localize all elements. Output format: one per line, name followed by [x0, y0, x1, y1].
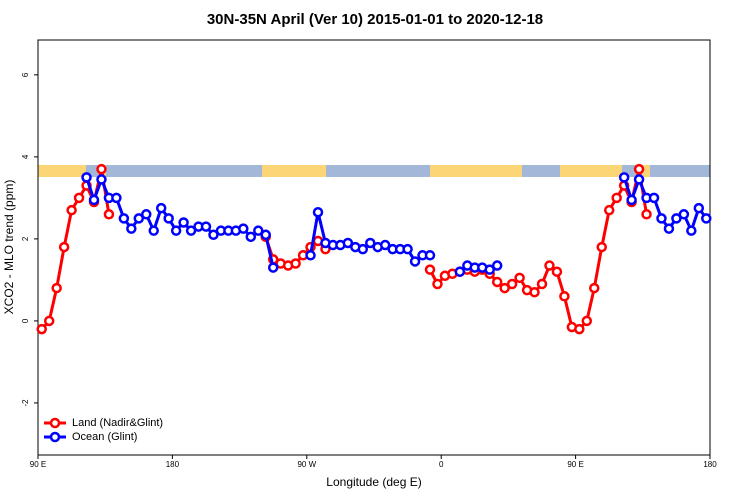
data-point	[506, 278, 518, 290]
data-point	[253, 225, 264, 236]
data-point	[544, 260, 555, 271]
data-point	[379, 239, 391, 251]
data-point	[633, 163, 645, 175]
data-point	[96, 163, 107, 175]
x-tick-label: 180	[703, 460, 717, 469]
data-point	[402, 243, 413, 255]
data-point	[305, 250, 316, 261]
legend-label: Land (Nadir&Glint)	[72, 417, 163, 429]
data-point	[648, 192, 660, 204]
data-point	[73, 192, 85, 204]
data-point	[559, 291, 570, 302]
x-tick-label: 90 W	[297, 460, 316, 469]
data-point	[260, 229, 271, 241]
series-line	[40, 168, 649, 331]
data-point	[170, 225, 182, 236]
data-point	[208, 229, 219, 241]
legend-marker	[49, 431, 61, 443]
data-point	[357, 243, 369, 255]
data-point	[589, 282, 600, 294]
land-strip	[262, 165, 326, 177]
data-point	[611, 192, 622, 204]
data-point	[491, 260, 503, 271]
data-point	[66, 204, 77, 216]
data-point	[155, 202, 167, 214]
data-point	[238, 223, 249, 234]
data-point	[693, 202, 705, 214]
data-point	[529, 286, 540, 298]
data-point	[36, 323, 47, 335]
data-point	[43, 315, 55, 327]
land-strip	[38, 165, 86, 177]
legend-label: Ocean (Glint)	[72, 431, 137, 443]
y-axis-label: XCO2 - MLO trend (ppm)	[2, 180, 16, 315]
x-tick-label: 180	[166, 460, 180, 469]
data-point	[88, 194, 100, 206]
data-point	[365, 237, 376, 249]
data-point	[484, 264, 495, 275]
data-point	[133, 213, 145, 224]
data-point	[633, 174, 645, 185]
data-point	[499, 282, 510, 294]
data-point	[111, 192, 122, 204]
data-point	[58, 241, 70, 253]
y-tick-label: 0	[21, 318, 30, 323]
data-point	[491, 276, 503, 288]
data-point	[163, 213, 174, 224]
data-point	[141, 209, 152, 220]
data-point	[641, 209, 652, 220]
legend-marker	[49, 417, 61, 429]
data-point	[581, 315, 593, 327]
land-ocean-band	[38, 165, 710, 177]
plot-frame	[37, 39, 711, 456]
data-point	[618, 172, 630, 183]
y-tick-label: 6	[21, 72, 30, 77]
data-point	[96, 174, 107, 185]
data-point	[178, 217, 189, 228]
data-point	[424, 250, 436, 261]
land-strip	[430, 165, 522, 177]
data-point	[663, 223, 675, 234]
data-point	[574, 323, 585, 335]
data-point	[596, 241, 607, 253]
data-point	[536, 278, 548, 290]
data-point	[312, 206, 324, 218]
data-point	[626, 194, 637, 206]
data-point	[514, 272, 525, 284]
data-point	[103, 209, 115, 220]
y-tick-label: 4	[21, 154, 30, 159]
ocean-strip	[38, 165, 710, 177]
x-axis-label: Longitude (deg E)	[326, 475, 421, 489]
data-point	[701, 213, 712, 224]
data-point	[200, 221, 212, 232]
data-point	[342, 237, 354, 249]
land-strip	[560, 165, 622, 177]
data-point	[432, 278, 443, 290]
data-point	[267, 262, 279, 273]
data-point	[686, 225, 697, 236]
y-tick-label: -2	[21, 399, 30, 407]
x-tick-label: 0	[439, 460, 444, 469]
data-point	[409, 256, 421, 267]
x-tick-label: 90 E	[567, 460, 583, 469]
data-point	[51, 282, 62, 294]
data-point	[185, 225, 197, 236]
data-point	[290, 258, 301, 269]
data-point	[603, 204, 615, 216]
data-point	[551, 266, 563, 277]
data-point	[454, 266, 466, 277]
data-point	[118, 213, 130, 224]
x-tick-label: 90 E	[30, 460, 46, 469]
data-point	[678, 209, 690, 220]
chart-title: 30N-35N April (Ver 10) 2015-01-01 to 202…	[207, 11, 543, 28]
y-tick-label: 2	[21, 236, 30, 241]
data-point	[126, 223, 137, 234]
data-point	[424, 264, 436, 275]
data-point	[81, 172, 92, 183]
data-point	[656, 213, 667, 224]
data-point	[671, 213, 682, 224]
data-point	[148, 225, 159, 236]
data-point	[245, 231, 257, 243]
